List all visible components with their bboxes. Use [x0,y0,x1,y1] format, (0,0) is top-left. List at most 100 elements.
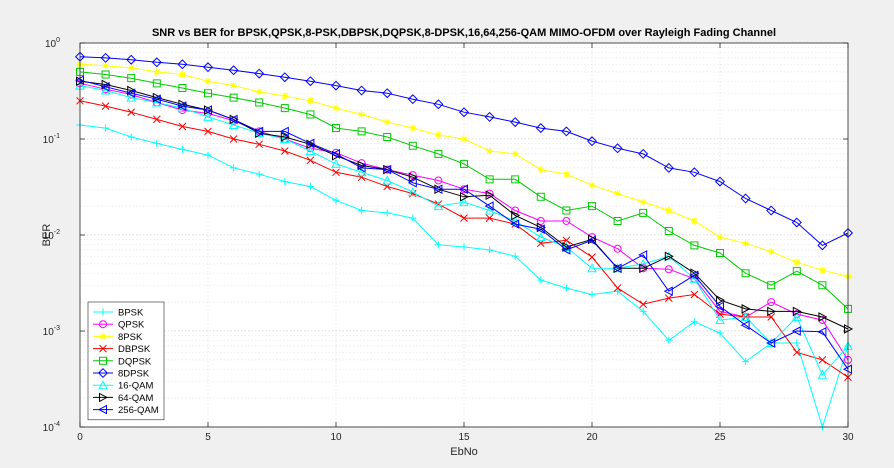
data-point [588,181,596,189]
data-point [382,88,393,99]
data-point [562,236,571,245]
data-point [330,149,340,159]
data-point [460,135,468,143]
data-point [690,241,699,250]
data-point [791,311,802,321]
data-point [204,151,212,159]
data-point [614,190,622,198]
data-point [663,286,673,296]
data-point [485,190,495,200]
data-point [767,248,775,256]
data-point [818,356,827,364]
legend-marker [99,392,109,403]
legend-marker [99,308,107,316]
data-point [741,304,751,314]
data-point [332,104,340,112]
data-point [663,251,674,261]
data-point [433,201,444,211]
series-line [79,56,849,246]
series-8dpsk [74,51,854,251]
data-point [586,235,596,246]
data-point [716,295,726,305]
data-point [511,210,521,221]
data-point [458,107,470,118]
data-point [306,97,314,105]
series-line [79,71,849,310]
x-tick-label: 30 [842,432,854,443]
data-point [127,85,137,96]
data-point [177,59,188,70]
x-tick-label: 5 [205,432,211,443]
data-point [409,214,417,222]
data-point [254,68,265,79]
data-point [382,164,392,175]
data-point [638,258,649,268]
data-point [714,176,726,187]
data-point [76,67,84,76]
data-point [459,197,469,207]
data-point [588,234,598,245]
data-point [588,202,596,211]
data-point [689,167,700,178]
data-point [714,301,724,312]
data-point [792,348,801,357]
data-point [791,326,801,336]
data-point [228,114,238,125]
data-point [356,167,367,177]
data-point [357,173,366,182]
y-tick-label: 10-3 [43,325,60,338]
legend-item-64-qam: 64-QAM [93,392,153,404]
data-point [255,88,263,96]
axis-ticks: 0 5 10 15 20 25 30 100 10-1 10-2 10-3 10-4 [43,37,854,443]
data-point [152,115,161,124]
data-point [306,156,315,165]
data-point [281,178,289,186]
data-point [358,110,366,118]
data-point [306,110,315,119]
data-point [229,93,238,102]
data-point [690,217,698,225]
legend-label: 8DPSK [118,369,150,380]
data-point [485,175,494,184]
data-point [280,132,290,142]
x-tick-label: 25 [714,432,726,443]
data-point [561,245,571,255]
legend-item-bpsk: BPSK [93,308,144,319]
legend-marker [97,367,109,379]
series-dbpsk [76,96,852,382]
data-point [715,314,725,325]
data-point [486,246,494,254]
data-point [204,77,212,85]
legend-label: 8PSK [118,332,143,343]
legend-item-256-qam: 256-QAM [93,404,159,416]
data-point [434,241,442,249]
data-point [535,123,546,134]
data-point [486,147,494,155]
x-tick-label: 0 [77,432,83,443]
data-point [612,263,622,274]
legend-marker [99,356,107,365]
legend-marker [99,320,107,329]
data-point [716,248,724,257]
data-point [127,108,136,117]
data-point [230,164,238,172]
data-point [742,239,750,247]
data-point [254,126,264,137]
data-point [638,148,649,159]
data-point [817,369,828,379]
data-point [153,139,161,147]
data-point [484,111,495,122]
data-point [792,306,802,317]
data-point [663,162,674,173]
data-point [458,184,468,195]
data-point [537,276,545,284]
legend-item-dqpsk: DQPSK [93,356,152,367]
data-point [844,304,852,313]
data-point [511,150,519,158]
data-point [460,214,468,222]
data-point [177,101,187,111]
data-point [228,65,239,76]
series-bpsk [76,121,852,431]
data-point [766,205,777,216]
legend-label: 16-QAM [118,381,153,392]
